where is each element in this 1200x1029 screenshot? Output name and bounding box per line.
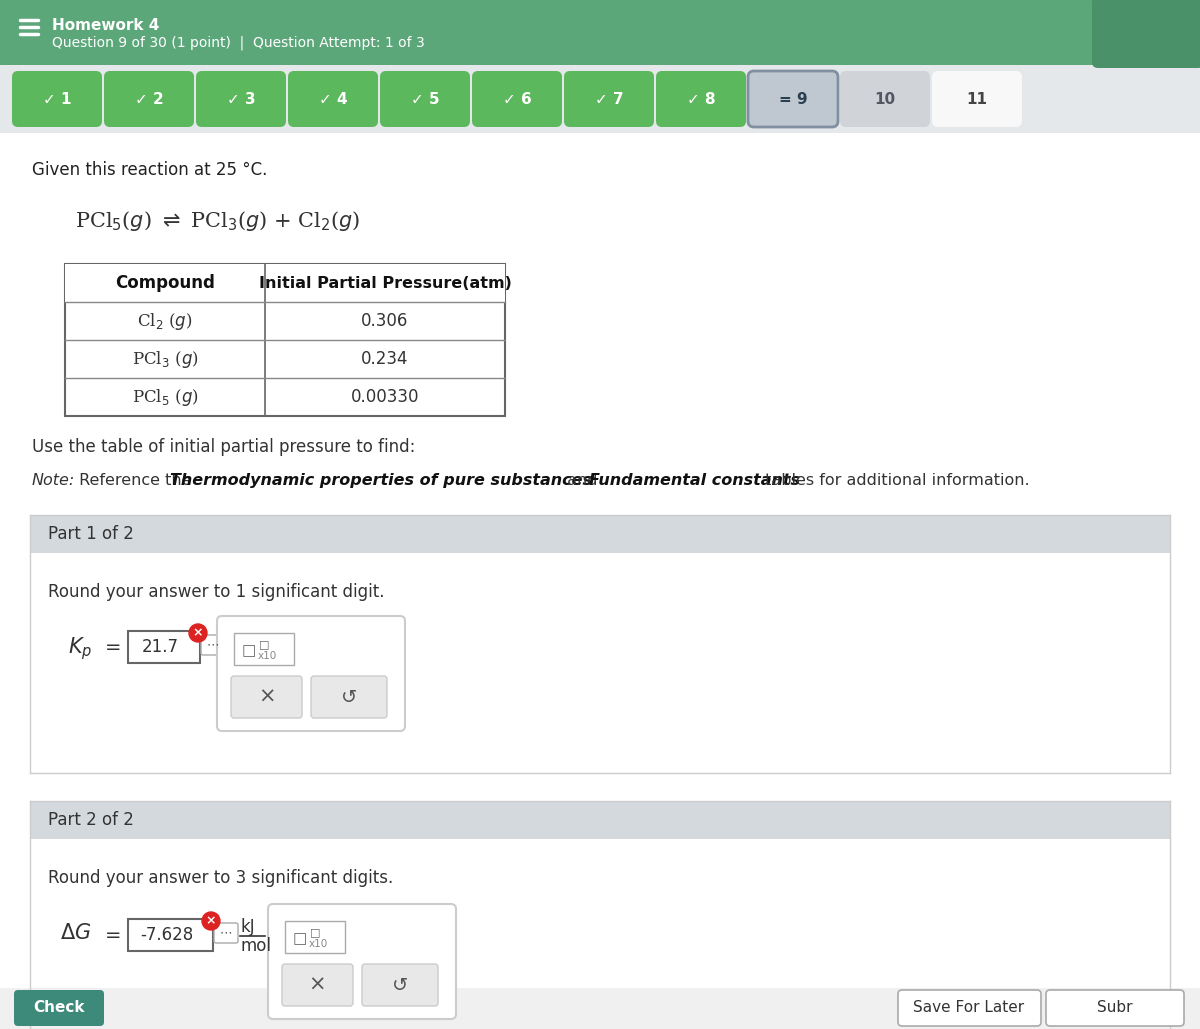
- FancyBboxPatch shape: [196, 71, 286, 127]
- Text: $K_p$: $K_p$: [68, 635, 92, 662]
- FancyBboxPatch shape: [217, 616, 406, 731]
- FancyBboxPatch shape: [104, 71, 194, 127]
- Text: Compound: Compound: [115, 274, 215, 292]
- Bar: [30, 553, 1170, 773]
- FancyBboxPatch shape: [1046, 990, 1184, 1026]
- Bar: [128, 631, 200, 663]
- Text: PCl$_3$ ($g$): PCl$_3$ ($g$): [132, 349, 198, 369]
- Text: 21.7: 21.7: [142, 638, 179, 657]
- Text: PCl$_5$($g$) $\rightleftharpoons$ PCl$_3$($g$) + Cl$_2$($g$): PCl$_5$($g$) $\rightleftharpoons$ PCl$_3…: [74, 209, 360, 233]
- Text: =: =: [106, 638, 121, 657]
- FancyBboxPatch shape: [748, 71, 838, 127]
- Text: ⋯: ⋯: [206, 639, 220, 651]
- Text: Given this reaction at 25 °C.: Given this reaction at 25 °C.: [32, 161, 268, 179]
- Text: □: □: [293, 931, 307, 947]
- Text: $\Delta G$: $\Delta G$: [60, 923, 91, 943]
- Text: 10: 10: [875, 92, 895, 106]
- Text: tables for additional information.: tables for additional information.: [760, 473, 1030, 488]
- Text: kJ: kJ: [241, 918, 256, 936]
- FancyBboxPatch shape: [932, 71, 1022, 127]
- Text: Thermodynamic properties of pure substances: Thermodynamic properties of pure substan…: [170, 473, 592, 488]
- Text: □: □: [259, 639, 270, 649]
- Text: Question 9 of 30 (1 point)  |  Question Attempt: 1 of 3: Question 9 of 30 (1 point) | Question At…: [52, 36, 425, 50]
- Text: ✓ 3: ✓ 3: [227, 92, 256, 106]
- Text: Save For Later: Save For Later: [913, 1000, 1025, 1016]
- Text: x10: x10: [310, 939, 329, 949]
- FancyBboxPatch shape: [230, 676, 302, 718]
- Text: Round your answer to 3 significant digits.: Round your answer to 3 significant digit…: [48, 870, 394, 887]
- Bar: [0, 988, 1200, 1029]
- Text: and: and: [562, 473, 602, 488]
- Text: Use the table of initial partial pressure to find:: Use the table of initial partial pressur…: [32, 438, 415, 456]
- FancyBboxPatch shape: [898, 990, 1042, 1026]
- Text: □: □: [310, 927, 320, 937]
- FancyBboxPatch shape: [656, 71, 746, 127]
- Text: 0.306: 0.306: [361, 312, 409, 330]
- FancyBboxPatch shape: [14, 990, 104, 1026]
- Text: ⋯: ⋯: [220, 926, 233, 939]
- Text: Reference the: Reference the: [74, 473, 197, 488]
- Text: =: =: [106, 926, 121, 945]
- Text: Cl$_2$ ($g$): Cl$_2$ ($g$): [137, 311, 193, 331]
- Bar: [30, 839, 1170, 1029]
- Text: ✓ 7: ✓ 7: [595, 92, 623, 106]
- FancyBboxPatch shape: [564, 71, 654, 127]
- Bar: [65, 264, 505, 301]
- Circle shape: [190, 624, 208, 642]
- Text: ×: ×: [193, 627, 203, 639]
- Text: 0.00330: 0.00330: [350, 388, 419, 406]
- Text: ×: ×: [205, 915, 216, 927]
- Bar: [128, 919, 214, 951]
- FancyBboxPatch shape: [288, 71, 378, 127]
- Text: 0.234: 0.234: [361, 350, 409, 368]
- Text: Homework 4: Homework 4: [52, 17, 160, 33]
- FancyBboxPatch shape: [202, 635, 226, 655]
- Text: Fundamental constants: Fundamental constants: [589, 473, 800, 488]
- Circle shape: [202, 912, 220, 930]
- Text: □: □: [242, 643, 257, 659]
- Bar: [1096, 0, 1200, 65]
- Bar: [286, 921, 346, 953]
- Text: ↺: ↺: [341, 687, 358, 707]
- FancyBboxPatch shape: [282, 964, 353, 1006]
- FancyBboxPatch shape: [840, 71, 930, 127]
- Text: ×: ×: [308, 975, 325, 995]
- Text: ✓ 2: ✓ 2: [134, 92, 163, 106]
- Bar: [30, 801, 1170, 839]
- FancyBboxPatch shape: [214, 923, 238, 943]
- Text: Round your answer to 1 significant digit.: Round your answer to 1 significant digit…: [48, 583, 384, 601]
- Text: ↺: ↺: [392, 975, 408, 994]
- Bar: [0, 65, 1200, 133]
- Text: Subr: Subr: [1097, 1000, 1133, 1016]
- FancyBboxPatch shape: [472, 71, 562, 127]
- Text: mol: mol: [241, 937, 272, 955]
- Text: ✓ 4: ✓ 4: [319, 92, 347, 106]
- Text: Part 1 of 2: Part 1 of 2: [48, 525, 134, 543]
- Text: ✓ 6: ✓ 6: [503, 92, 532, 106]
- Text: Part 2 of 2: Part 2 of 2: [48, 811, 134, 829]
- FancyBboxPatch shape: [311, 676, 386, 718]
- Bar: [30, 514, 1170, 553]
- Text: Initial Partial Pressure(atm): Initial Partial Pressure(atm): [258, 276, 511, 290]
- Bar: [65, 264, 505, 416]
- Text: 11: 11: [966, 92, 988, 106]
- FancyBboxPatch shape: [12, 71, 102, 127]
- FancyBboxPatch shape: [380, 71, 470, 127]
- Text: Note:: Note:: [32, 473, 76, 488]
- Bar: [234, 633, 294, 665]
- Text: x10: x10: [258, 651, 277, 661]
- Text: ✓ 5: ✓ 5: [410, 92, 439, 106]
- Text: ✓ 1: ✓ 1: [43, 92, 71, 106]
- Text: = 9: = 9: [779, 92, 808, 106]
- Text: ×: ×: [258, 687, 275, 707]
- Bar: [0, 0, 1200, 65]
- Text: PCl$_5$ ($g$): PCl$_5$ ($g$): [132, 387, 198, 407]
- Text: ✓ 8: ✓ 8: [686, 92, 715, 106]
- Text: Check: Check: [34, 1000, 85, 1016]
- FancyBboxPatch shape: [268, 904, 456, 1019]
- Text: -7.628: -7.628: [140, 926, 193, 944]
- FancyBboxPatch shape: [362, 964, 438, 1006]
- FancyBboxPatch shape: [1092, 0, 1200, 68]
